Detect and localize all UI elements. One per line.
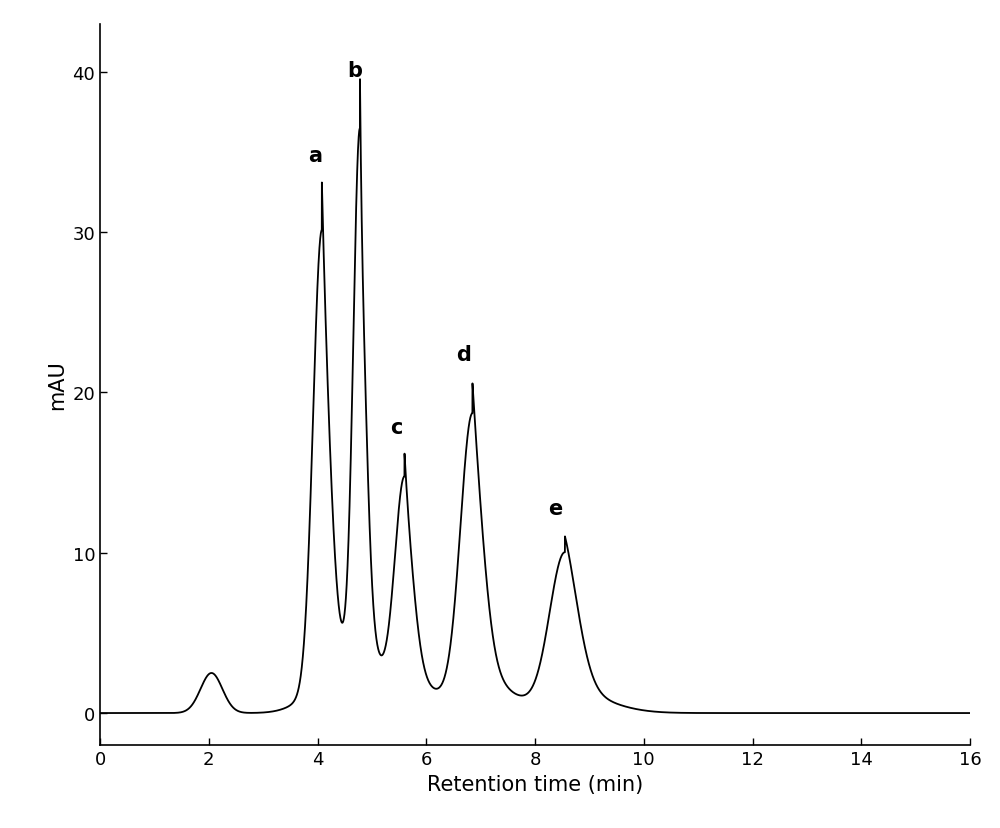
Text: e: e — [549, 498, 563, 518]
Text: b: b — [347, 61, 362, 81]
X-axis label: Retention time (min): Retention time (min) — [427, 773, 643, 793]
Text: a: a — [308, 146, 322, 166]
Text: c: c — [390, 418, 403, 438]
Text: d: d — [456, 344, 471, 364]
Y-axis label: mAU: mAU — [47, 360, 67, 410]
